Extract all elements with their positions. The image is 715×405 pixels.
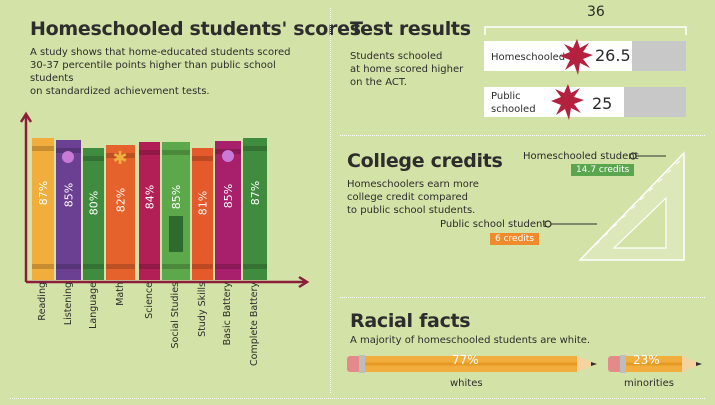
asterisk-icon: ✱ — [112, 148, 127, 169]
college-description-line: to public school students. — [347, 205, 476, 216]
test-description-line: at home scored higher — [350, 64, 464, 75]
home-credit-label: Homeschooled student — [523, 151, 639, 162]
book-3 — [83, 148, 104, 280]
whites-pencil-icon — [347, 355, 597, 373]
whites-label: whites — [450, 378, 483, 389]
book-value: 85% — [170, 185, 183, 209]
book-band — [162, 264, 190, 269]
whites-value: 77% — [452, 353, 479, 367]
book-band — [139, 264, 160, 269]
book-value: 82% — [115, 188, 128, 212]
book-6 — [162, 142, 190, 280]
splat-icon — [560, 39, 593, 75]
book-value: 87% — [249, 181, 262, 205]
public-label-line: schooled — [491, 104, 536, 115]
home-credit-value: 14.7 credits — [571, 164, 635, 176]
y-axis-arrow-icon — [19, 111, 33, 123]
book-band — [56, 264, 81, 269]
set-square-icon — [578, 151, 685, 261]
test-results-title: Test results — [350, 18, 471, 40]
bottom-divider — [10, 398, 705, 399]
scores-title: Homeschooled students' scores — [30, 18, 361, 40]
vertical-divider — [330, 8, 331, 393]
scores-description-line: 30-37 percentile points higher than publ… — [30, 60, 276, 84]
book-band — [243, 146, 267, 151]
book-category-label: Social Studies — [170, 282, 181, 349]
book-inset — [169, 216, 183, 252]
book-category-label: Basic Battery — [222, 282, 233, 346]
book-9 — [243, 138, 267, 280]
scores-description-line: A study shows that home-educated student… — [30, 47, 291, 58]
book-band — [139, 150, 160, 155]
scores-description: A study shows that home-educated student… — [30, 46, 320, 98]
circle-icon — [222, 150, 234, 162]
racial-title: Racial facts — [350, 310, 471, 332]
book-value: 80% — [88, 191, 101, 215]
test-description: Students schooled at home scored higher … — [350, 50, 480, 89]
homeschooled-label: Homeschooled — [491, 52, 566, 63]
book-4 — [106, 145, 135, 280]
book-band — [215, 264, 241, 269]
minorities-label: minorities — [624, 378, 674, 389]
section-divider — [340, 297, 705, 298]
circle-icon — [62, 151, 74, 163]
book-value: 84% — [144, 185, 157, 209]
homeschooled-score: 26.5 — [595, 46, 631, 65]
book-band — [192, 156, 213, 161]
racial-description: A majority of homeschooled students are … — [350, 335, 591, 346]
book-2 — [56, 140, 81, 280]
book-category-label: Math — [114, 282, 126, 306]
book-band — [192, 264, 213, 269]
college-description-line: college credit compared — [347, 192, 468, 203]
book-category-label: Listening — [62, 282, 74, 326]
scores-description-line: on standardized achievement tests. — [30, 86, 210, 97]
book-value: 85% — [63, 183, 76, 207]
college-title: College credits — [347, 150, 503, 172]
public-credit-label: Public school student — [440, 219, 547, 230]
section-divider — [340, 135, 705, 136]
book-category-label: Study Skills — [196, 282, 208, 337]
book-band — [83, 156, 104, 161]
book-band — [106, 153, 135, 158]
book-5 — [139, 142, 160, 280]
book-band — [243, 264, 267, 269]
public-label-line: Public — [491, 91, 521, 102]
homeschooled-bar — [484, 41, 632, 71]
test-description-line: Students schooled — [350, 51, 443, 62]
book-band — [162, 150, 190, 155]
books-chart: 87% 85% 80% 82% 84% 85% 81% 85% 87% ✱ — [19, 111, 310, 289]
book-band — [83, 264, 104, 269]
public-score: 25 — [592, 94, 613, 113]
book-category-label: Reading — [37, 282, 48, 321]
public-credit-pointer — [544, 220, 597, 228]
public-label: Public schooled — [491, 90, 536, 116]
test-max-bracket — [484, 26, 687, 35]
minorities-pencil-icon — [608, 355, 702, 373]
book-band — [56, 148, 81, 153]
book-category-label: Language — [87, 282, 99, 329]
public-credit-value: 6 credits — [490, 233, 540, 245]
book-band — [32, 146, 54, 151]
book-category-label: Complete Battery — [249, 282, 260, 366]
book-band — [106, 264, 135, 269]
book-category-label: Science — [143, 282, 155, 319]
book-band — [32, 264, 54, 269]
book-value: 87% — [37, 181, 50, 205]
college-description-line: Homeschoolers earn more — [347, 179, 479, 190]
test-max-value: 36 — [587, 4, 605, 20]
book-value: 85% — [222, 184, 235, 208]
book-7 — [192, 148, 213, 280]
book-1 — [32, 138, 54, 280]
book-value: 81% — [197, 191, 210, 215]
home-credit-pointer — [629, 152, 666, 160]
test-description-line: on the ACT. — [350, 77, 407, 88]
x-axis-arrow-icon — [298, 275, 310, 289]
book-8 — [215, 141, 241, 280]
college-description: Homeschoolers earn more college credit c… — [347, 178, 487, 217]
minorities-value: 23% — [633, 353, 660, 367]
splat-icon — [551, 84, 584, 120]
